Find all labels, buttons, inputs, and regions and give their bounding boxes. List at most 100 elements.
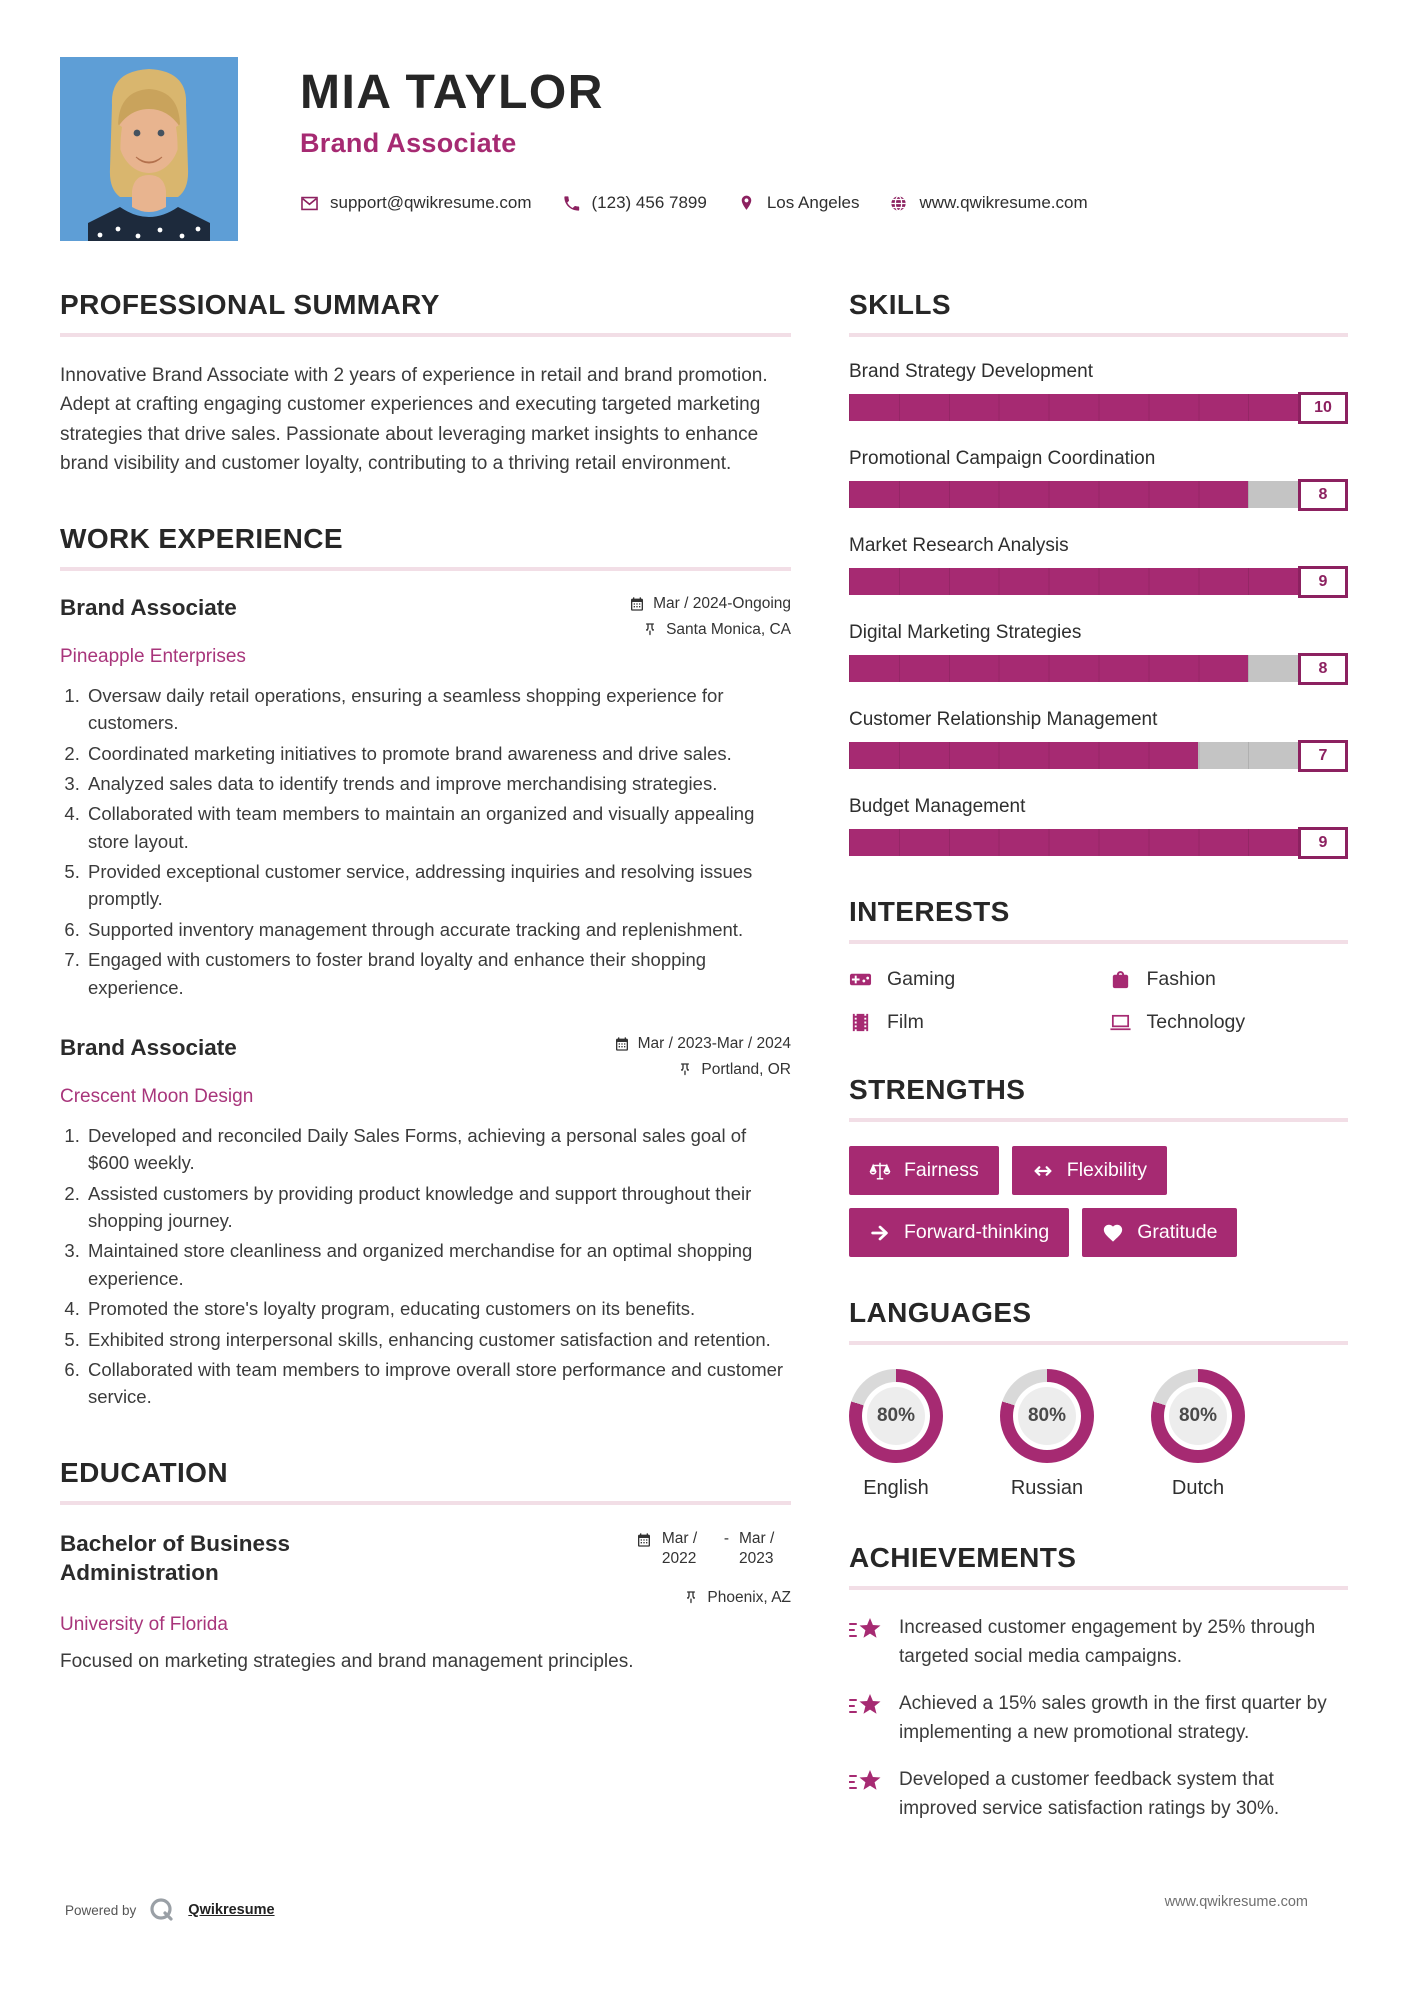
strength-badge: Forward-thinking xyxy=(849,1208,1070,1257)
job-bullet: Oversaw daily retail operations, ensurin… xyxy=(85,682,791,737)
job-dates: Mar / 2023-Mar / 2024 xyxy=(614,1035,791,1053)
work-section: WORK EXPERIENCE Brand Associate Mar / 20… xyxy=(60,523,791,1411)
education-heading: EDUCATION xyxy=(60,1456,228,1488)
skill-bar-fill xyxy=(849,655,1249,682)
achievement-item: Achieved a 15% sales growth in the first… xyxy=(849,1690,1348,1747)
skill-bar: 9 xyxy=(849,826,1348,859)
strength-badge: Fairness xyxy=(849,1146,999,1195)
summary-heading: PROFESSIONAL SUMMARY xyxy=(60,289,440,320)
globe-icon xyxy=(891,195,907,211)
interest-item: Fashion xyxy=(1109,968,1349,991)
profile-photo xyxy=(60,57,238,241)
summary-text: Innovative Brand Associate with 2 years … xyxy=(60,365,768,475)
job-entry: Brand Associate Mar / 2024-Ongoing xyxy=(60,595,791,1001)
education-location: Phoenix, AZ xyxy=(683,1589,791,1607)
interest-item: Film xyxy=(849,1011,1089,1034)
pushpin-icon xyxy=(687,1591,696,1604)
skill-item: Promotional Campaign Coordination 8 xyxy=(849,448,1348,511)
location-pin-icon xyxy=(741,195,752,210)
shooting-star-icon xyxy=(849,1694,881,1714)
skills-heading: SKILLS xyxy=(849,289,951,320)
language-item: 80% English xyxy=(849,1369,943,1500)
strengths-heading: STRENGTHS xyxy=(849,1074,1026,1105)
section-divider xyxy=(60,566,791,571)
job-title: Brand Associate xyxy=(300,128,517,158)
skill-item: Digital Marketing Strategies 8 xyxy=(849,622,1348,685)
job-bullet: Developed and reconciled Daily Sales For… xyxy=(85,1122,791,1177)
contact-location-text: Los Angeles xyxy=(766,193,860,212)
right-column: SKILLS Brand Strategy Development 10 Pro… xyxy=(849,289,1348,1842)
contact-phone-text: (123) 456 7899 xyxy=(591,193,707,212)
qwikresume-link[interactable]: Qwikresume xyxy=(188,1902,275,1918)
film-icon xyxy=(852,1013,869,1032)
skill-item: Customer Relationship Management 7 xyxy=(849,709,1348,772)
company-name: Crescent Moon Design xyxy=(60,1085,254,1107)
language-percent: 80% xyxy=(1018,1387,1076,1445)
interest-item: Gaming xyxy=(849,968,1089,991)
language-percent: 80% xyxy=(867,1387,925,1445)
skill-bar: 8 xyxy=(849,652,1348,685)
skill-score: 9 xyxy=(1298,826,1348,859)
language-donut: 80% xyxy=(1000,1369,1094,1463)
job-bullet: Collaborated with team members to mainta… xyxy=(85,800,791,855)
language-name: English xyxy=(863,1477,929,1499)
language-name: Russian xyxy=(1010,1477,1084,1499)
job-entry-title: Brand Associate xyxy=(60,594,237,620)
skill-item: Brand Strategy Development 10 xyxy=(849,361,1348,424)
skill-bar-fill xyxy=(849,568,1299,595)
job-bullet: Assisted customers by providing product … xyxy=(85,1180,791,1235)
job-entry: Brand Associate Mar / 2023-Mar / 2024 xyxy=(60,1035,791,1411)
interest-item: Technology xyxy=(1109,1011,1349,1034)
job-dates: Mar / 2024-Ongoing xyxy=(629,595,791,613)
contact-email[interactable]: support@qwikresume.com xyxy=(300,193,532,213)
qwikresume-logo-icon xyxy=(150,1898,173,1921)
skill-score: 8 xyxy=(1298,478,1348,511)
heart-icon xyxy=(1104,1224,1123,1242)
skill-bar: 10 xyxy=(849,391,1348,424)
section-divider xyxy=(60,1500,791,1505)
language-name: Dutch xyxy=(1171,1477,1225,1499)
left-column: PROFESSIONAL SUMMARY Innovative Brand As… xyxy=(60,289,791,1842)
achievements-heading: ACHIEVEMENTS xyxy=(849,1542,1077,1573)
calendar-icon xyxy=(615,1037,628,1051)
education-date-from: Mar / 2022 xyxy=(661,1529,698,1567)
right-arrow-icon xyxy=(871,1225,888,1240)
company-name: Pineapple Enterprises xyxy=(60,645,246,667)
section-divider xyxy=(849,333,1348,337)
section-divider xyxy=(849,1341,1348,1345)
education-dates: Mar / 2022 - Mar / 2023 xyxy=(636,1529,791,1569)
job-location: Santa Monica, CA xyxy=(642,621,791,639)
skill-bar-fill xyxy=(849,742,1199,769)
calendar-icon xyxy=(637,1532,650,1547)
contact-phone[interactable]: (123) 456 7899 xyxy=(562,193,707,213)
job-bullet: Maintained store cleanliness and organiz… xyxy=(85,1237,791,1292)
strengths-section: STRENGTHS Fairness xyxy=(849,1074,1348,1257)
laptop-icon xyxy=(1109,1014,1131,1031)
contact-website-text: www.qwikresume.com xyxy=(919,193,1088,212)
footer: Powered by Qwikresume xyxy=(65,1896,275,1924)
interests-section: INTERESTS Gaming Fashion xyxy=(849,896,1348,1034)
phone-icon xyxy=(563,195,579,211)
job-bullet: Engaged with customers to foster brand l… xyxy=(85,946,791,1001)
skills-section: SKILLS Brand Strategy Development 10 Pro… xyxy=(849,289,1348,859)
strength-badge: Flexibility xyxy=(1011,1146,1167,1195)
watermark-url: www.qwikresume.com xyxy=(1164,1894,1308,1910)
email-icon xyxy=(301,196,318,210)
section-divider xyxy=(849,1118,1348,1122)
calendar-icon xyxy=(631,597,644,611)
job-bullet: Exhibited strong interpersonal skills, e… xyxy=(85,1326,791,1353)
powered-by-label: Powered by xyxy=(65,1902,137,1918)
job-bullets: Developed and reconciled Daily Sales For… xyxy=(60,1122,791,1411)
contact-website[interactable]: www.qwikresume.com xyxy=(889,193,1088,213)
job-bullet: Supported inventory management through a… xyxy=(85,916,791,943)
fashion-bag-icon xyxy=(1112,971,1128,989)
strength-badge: Gratitude xyxy=(1082,1208,1238,1257)
skill-item: Market Research Analysis 9 xyxy=(849,535,1348,598)
interests-heading: INTERESTS xyxy=(849,896,1010,927)
contact-location: Los Angeles xyxy=(737,193,860,213)
skill-bar-fill xyxy=(849,394,1348,421)
scales-icon xyxy=(869,1162,891,1180)
gamepad-icon xyxy=(849,973,872,986)
languages-heading: LANGUAGES xyxy=(849,1297,1032,1328)
